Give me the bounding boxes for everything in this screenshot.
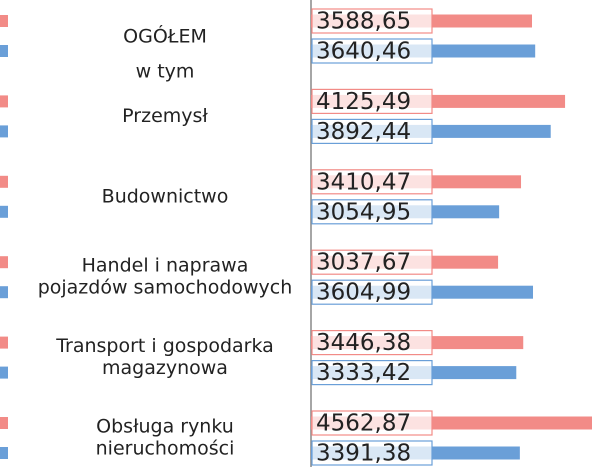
value-label: 3333,42: [316, 360, 411, 386]
value-label: 3640,46: [316, 39, 411, 65]
bar-stub: [0, 286, 8, 299]
value-box: [311, 169, 433, 195]
bar-stub: [0, 205, 8, 218]
value-label: 3892,44: [316, 119, 411, 145]
value-label: 3410,47: [316, 169, 411, 195]
bar-stub: [0, 366, 8, 379]
value-label: 3588,65: [316, 9, 411, 35]
value-box: [311, 440, 433, 466]
category-label: Transport i gospodarka: [55, 335, 274, 357]
category-label: OGÓŁEM: [123, 24, 207, 48]
value-label: 3604,99: [316, 280, 411, 306]
bar-stub: [0, 336, 8, 349]
value-label: 3037,67: [316, 250, 411, 276]
annotation: w tym: [136, 61, 195, 83]
bar-stub: [0, 256, 8, 269]
value-box: [311, 360, 433, 386]
category-label: nieruchomości: [96, 438, 235, 460]
category-label: Obsługa rynku: [96, 416, 234, 438]
value-label: 3446,38: [316, 330, 411, 356]
value-box: [311, 330, 433, 356]
value-label: 3054,95: [316, 199, 411, 225]
bar-stub: [0, 125, 8, 138]
bar-stub: [0, 95, 8, 108]
value-box: [311, 38, 433, 64]
value-box: [311, 279, 433, 305]
category-label: Budownictwo: [102, 185, 229, 207]
category-label: pojazdów samochodowych: [38, 277, 293, 299]
value-label: 3391,38: [316, 441, 411, 467]
value-box: [311, 8, 433, 34]
bar-stub: [0, 15, 8, 27]
value-label: 4125,49: [316, 89, 411, 115]
value-label: 4562,87: [316, 411, 411, 437]
category-label: magazynowa: [102, 357, 228, 379]
value-box: [311, 88, 433, 115]
value-box: [311, 118, 433, 145]
value-box: [311, 249, 433, 275]
bar-stub: [0, 417, 8, 429]
value-box: [311, 410, 433, 436]
category-label: Przemysł: [122, 105, 208, 127]
bar-stub: [0, 175, 8, 188]
category-label: Handel i naprawa: [82, 255, 249, 277]
bar-stub: [0, 45, 8, 57]
bar-stub: [0, 447, 8, 459]
value-box: [311, 199, 433, 225]
